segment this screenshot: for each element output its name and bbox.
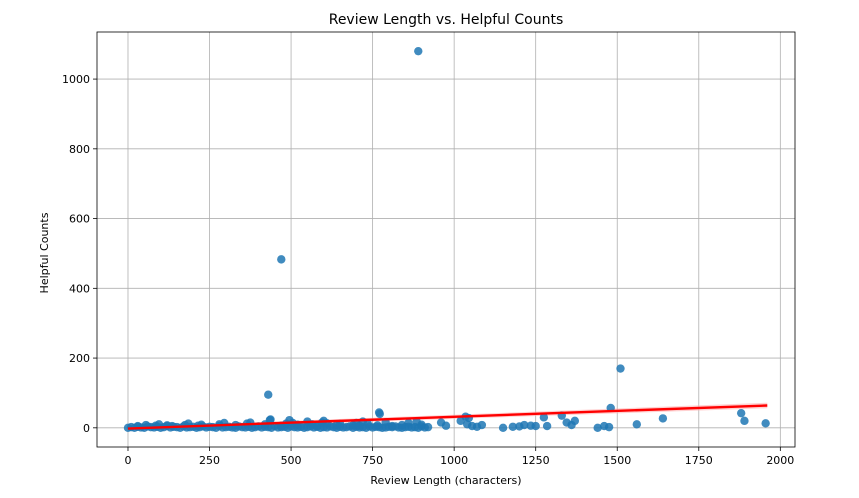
data-point [593,423,602,433]
data-point [570,416,580,426]
data-point [417,420,426,429]
data-point [616,364,625,373]
data-point [404,418,413,428]
data-points [123,46,770,433]
data-point [264,390,273,399]
y-tick-label: 600 [69,213,90,226]
x-tick-label: 250 [199,454,220,467]
data-point [508,422,518,431]
data-point [477,420,487,430]
x-tick-label: 1000 [440,454,468,467]
data-point [414,46,423,56]
data-point [632,420,642,429]
x-tick-label: 750 [362,454,383,467]
y-tick-label: 400 [69,282,90,295]
data-point [441,421,451,430]
data-point [761,419,770,428]
y-tick-label: 200 [69,352,90,365]
data-point [266,415,275,424]
regression-line-layer [127,404,768,430]
data-point [520,420,529,430]
data-point [604,422,614,432]
data-point [542,421,552,431]
data-point [387,421,397,431]
data-point [423,422,433,432]
x-axis-label: Review Length (characters) [370,474,521,487]
y-tick-label: 0 [83,422,90,435]
data-point [740,416,749,426]
regression-line [127,404,768,430]
data-point [531,421,540,431]
y-axis-label: Helpful Counts [38,212,51,293]
plot-area-frame [96,31,796,448]
data-point [658,414,668,423]
data-point [277,255,286,264]
x-tick-label: 0 [124,454,131,467]
data-point [498,423,508,433]
x-tick-label: 2000 [766,454,794,467]
grid [97,32,795,447]
y-tick-label: 1000 [62,73,90,86]
x-tick-label: 1250 [522,454,550,467]
data-point [375,409,384,419]
data-point [736,408,746,418]
x-tick-label: 1500 [603,454,631,467]
x-tick-label: 500 [281,454,302,467]
data-point [397,420,407,430]
axis-ticks: 0 250 500 750 1000 1250 1500 1750 2000 0 200 400 600… [62,73,794,467]
chart-title: Review Length vs. Helpful Counts [329,12,564,28]
x-tick-label: 1750 [685,454,713,467]
data-point [539,413,549,422]
data-point [363,419,372,428]
y-tick-label: 800 [69,143,90,156]
data-point [373,421,382,430]
data-point [246,418,255,427]
